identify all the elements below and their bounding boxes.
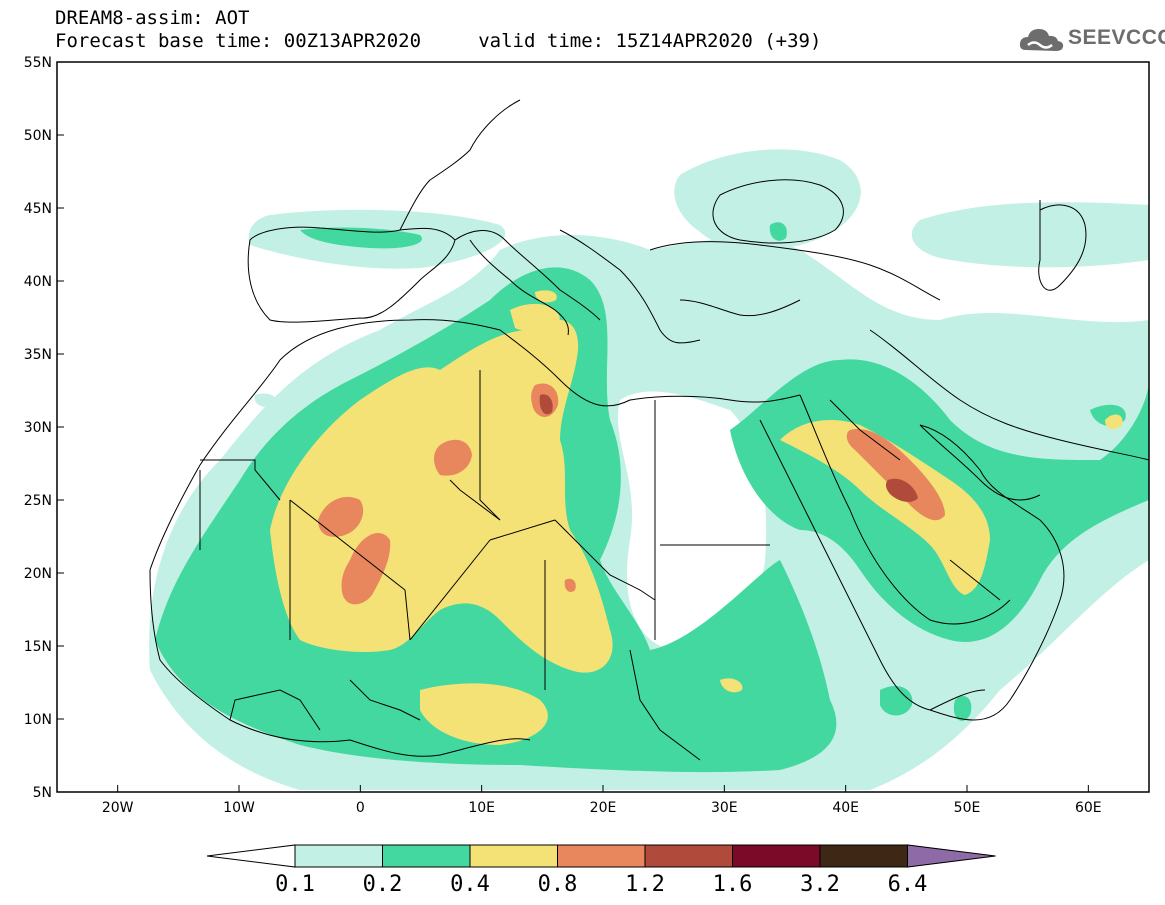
colorbar-segment bbox=[819, 844, 908, 868]
lon-tick-label: 20E bbox=[590, 800, 617, 816]
lon-tick-label: 20W bbox=[102, 800, 134, 816]
lat-tick-label: 5N bbox=[33, 785, 52, 801]
colorbar-segment bbox=[644, 844, 733, 868]
aot-contour-1.2 bbox=[539, 394, 918, 502]
lon-tick-label: 30E bbox=[711, 800, 738, 816]
colorbar-max-arrow bbox=[907, 844, 996, 868]
colorbar-label: 6.4 bbox=[888, 872, 928, 895]
colorbar-min-arrow bbox=[206, 844, 296, 868]
lon-tick-label: 50E bbox=[954, 800, 981, 816]
lat-tick-label: 20N bbox=[24, 566, 52, 582]
seevccc-logo: SEEVCCC bbox=[1018, 24, 1165, 56]
forecast-time-subtitle: Forecast base time: 00Z13APR2020 valid t… bbox=[55, 30, 822, 52]
lon-tick-label: 10W bbox=[223, 800, 255, 816]
map-boundaries bbox=[149, 99, 1149, 761]
colorbar-label: 0.1 bbox=[275, 872, 315, 895]
colorbar-label: 1.6 bbox=[713, 872, 753, 895]
lat-tick-label: 25N bbox=[24, 493, 52, 509]
lon-tick-label: 0 bbox=[356, 800, 365, 816]
lat-tick-label: 10N bbox=[24, 712, 52, 728]
colorbar-segment bbox=[732, 844, 821, 868]
cloud-icon bbox=[1019, 29, 1064, 51]
colorbar-label: 0.8 bbox=[538, 872, 578, 895]
colorbar-label: 1.2 bbox=[625, 872, 665, 895]
colorbar-segment bbox=[294, 844, 383, 868]
lat-tick-label: 15N bbox=[24, 639, 52, 655]
colorbar-labels: 0.1 0.2 0.4 0.8 1.2 1.6 3.2 6.4 bbox=[275, 872, 927, 895]
aot-field bbox=[149, 149, 1149, 790]
colorbar-label: 3.2 bbox=[800, 872, 840, 895]
latitude-axis: 55N 50N 45N 40N 35N 30N 25N 20N 15N 10N 5N bbox=[24, 55, 64, 801]
lat-tick-label: 50N bbox=[24, 128, 52, 144]
lon-tick-label: 60E bbox=[1075, 800, 1102, 816]
colorbar-label: 0.2 bbox=[363, 872, 403, 895]
map-title: DREAM8-assim: AOT bbox=[55, 7, 250, 29]
lat-tick-label: 35N bbox=[24, 347, 52, 363]
colorbar-segment bbox=[557, 844, 646, 868]
colorbar-label: 0.4 bbox=[450, 872, 490, 895]
lat-tick-label: 40N bbox=[24, 274, 52, 290]
aot-contour-0.8 bbox=[318, 383, 945, 605]
colorbar-segments bbox=[206, 844, 996, 868]
lon-tick-label: 10E bbox=[468, 800, 495, 816]
lat-tick-label: 30N bbox=[24, 420, 52, 436]
colorbar-segment bbox=[469, 844, 558, 868]
colorbar: 0.1 0.2 0.4 0.8 1.2 1.6 3.2 6.4 bbox=[206, 844, 996, 895]
logo-text: SEEVCCC bbox=[1068, 26, 1165, 49]
colorbar-segment bbox=[382, 844, 471, 868]
longitude-axis: 20W 10W 0 10E 20E 30E 40E 50E 60E bbox=[102, 785, 1102, 816]
lat-tick-label: 45N bbox=[24, 201, 52, 217]
lat-tick-label: 55N bbox=[24, 55, 52, 71]
lon-tick-label: 40E bbox=[832, 800, 859, 816]
